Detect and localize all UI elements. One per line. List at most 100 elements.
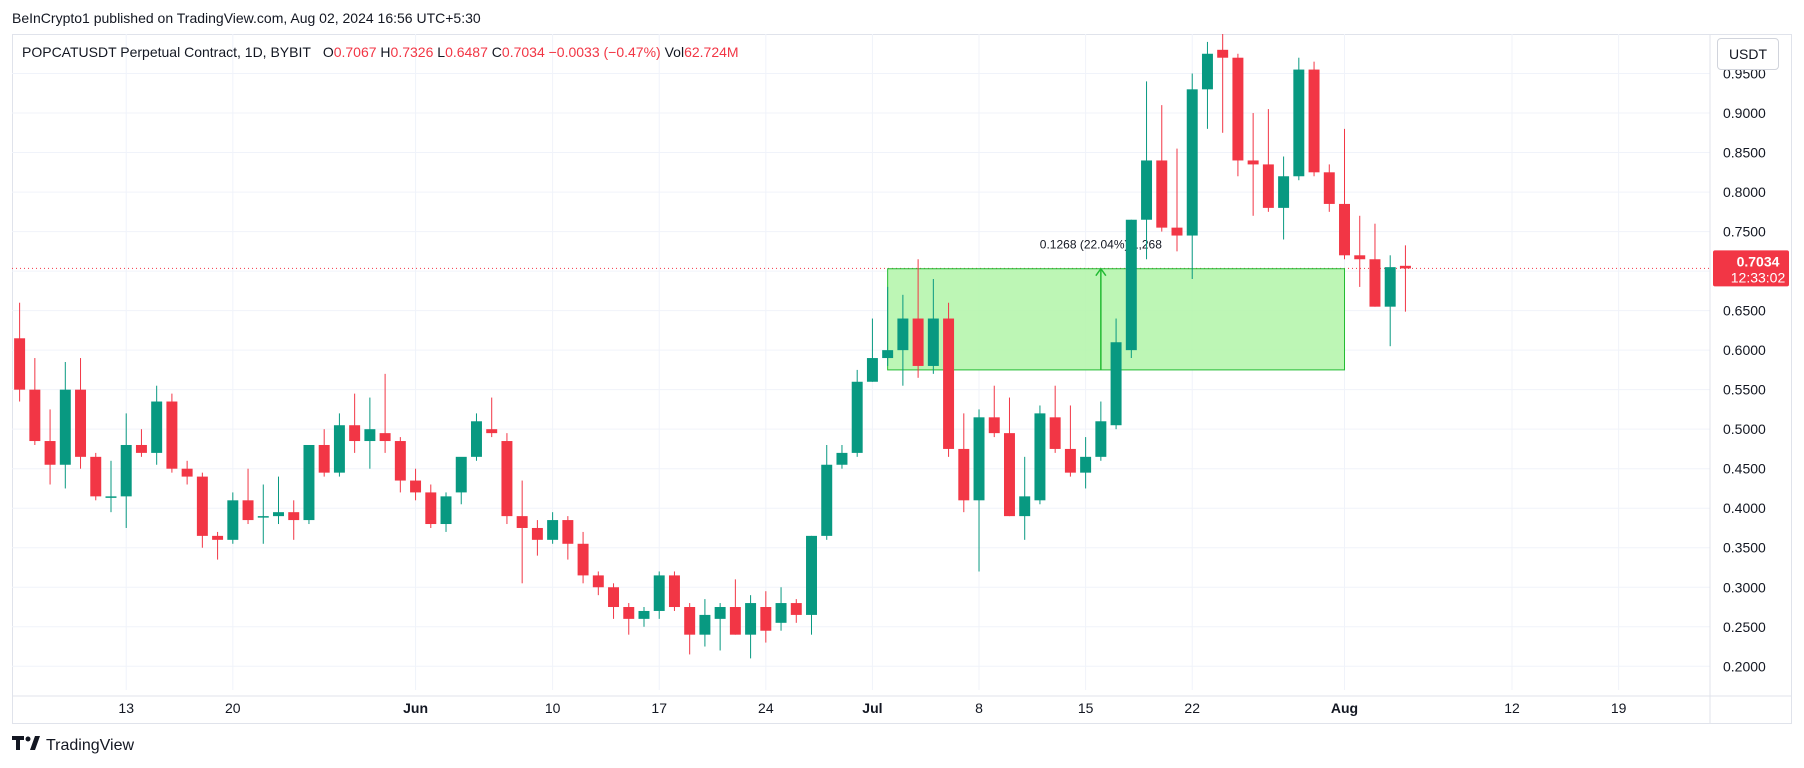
candle [714,603,726,651]
candle [1232,53,1244,177]
candle-body [1232,57,1244,161]
candle-body [760,607,772,631]
candle [547,512,559,544]
candle [988,385,1000,438]
candle-body [181,468,193,477]
candle [440,492,452,532]
date-tick-label: 20 [225,700,241,716]
candle [1125,219,1137,359]
candle-body [866,358,878,382]
tradingview-logo-icon [12,736,40,755]
candle-body [29,389,41,442]
candle-body [623,607,635,619]
candle [151,385,163,465]
candle-body [699,614,711,635]
price-tick-label: 0.9000 [1723,105,1766,121]
candle [212,531,224,560]
candle [897,294,909,386]
candle-body [1293,69,1305,177]
candle [1095,401,1107,461]
price-axis: 0.2000 0.2500 0.3000 0.3500 0.4000 0.4500 0.50… [1723,66,1766,675]
candle [242,468,254,525]
candle [318,429,330,477]
candle-body [501,441,513,517]
candle [1369,223,1381,307]
candle [684,603,696,655]
candle [729,579,741,635]
date-tick-label: 22 [1184,700,1200,716]
candle-body [1125,219,1137,351]
candle [105,460,117,513]
currency-button[interactable]: USDT [1717,38,1779,70]
candle-body [608,587,620,608]
candle [135,429,147,457]
candle [531,520,543,556]
price-tick-label: 0.6000 [1723,342,1766,358]
candle [166,393,178,473]
chart-frame [12,34,1792,724]
candle-body [105,496,117,498]
candle-body [196,476,208,536]
volume-label: Vol [664,44,685,60]
low-label: L [437,44,446,60]
candle [745,595,757,659]
candle [943,302,955,457]
candle [1308,61,1320,177]
candle-body [440,496,452,525]
candle-body [531,527,543,540]
candle [1262,109,1274,212]
candle [1156,105,1168,232]
candle [1110,318,1122,430]
candle-body [135,444,147,453]
price-tick-label: 0.2000 [1723,658,1766,674]
grid [12,34,1792,724]
price-tick-label: 0.3000 [1723,579,1766,595]
measure-label: 0.1268 (22.04%) 1,268 [1040,238,1162,252]
candle [1293,57,1305,181]
close-label: C [491,44,502,60]
close-value: 0.7034 [501,44,545,60]
candle-body [1064,448,1076,473]
candle [273,476,284,525]
candle-body [59,389,71,465]
candle [379,373,391,453]
candle-body [318,444,330,473]
date-tick-label: 19 [1611,700,1627,716]
candle-body [927,318,939,366]
volume-unit: M [726,44,739,60]
candle-body [1278,176,1290,208]
date-tick-label: 8 [975,700,983,716]
candle [1201,41,1213,129]
candle-body [592,575,604,588]
candle-body [714,607,726,619]
candle [912,259,924,378]
price-tick-label: 0.5000 [1723,421,1766,437]
candle-body [653,575,665,611]
candle [90,452,102,501]
candle [288,500,300,540]
candle [1064,405,1076,477]
candle [1171,148,1183,252]
date-tick-label: 17 [651,700,667,716]
measure-zone: 0.1268 (22.04%) 1,268 [887,238,1346,371]
candle-body [1049,417,1061,449]
candle [927,279,939,374]
date-tick-label: 24 [758,700,774,716]
candle [1080,437,1092,489]
candle [592,571,604,596]
candle [821,444,833,540]
candle-body [729,607,741,635]
candle-body [1384,267,1396,307]
candle [638,607,650,627]
candle-body [151,401,163,453]
candle-body [379,433,391,442]
footer: TradingView [12,736,134,755]
candle-body [75,389,87,457]
candle [486,397,498,438]
candle [59,362,71,489]
high-label: H [380,44,391,60]
symbol-name: POPCATUSDT Perpetual Contract, 1D, BYBIT [22,44,311,60]
candle-body [1141,160,1153,220]
